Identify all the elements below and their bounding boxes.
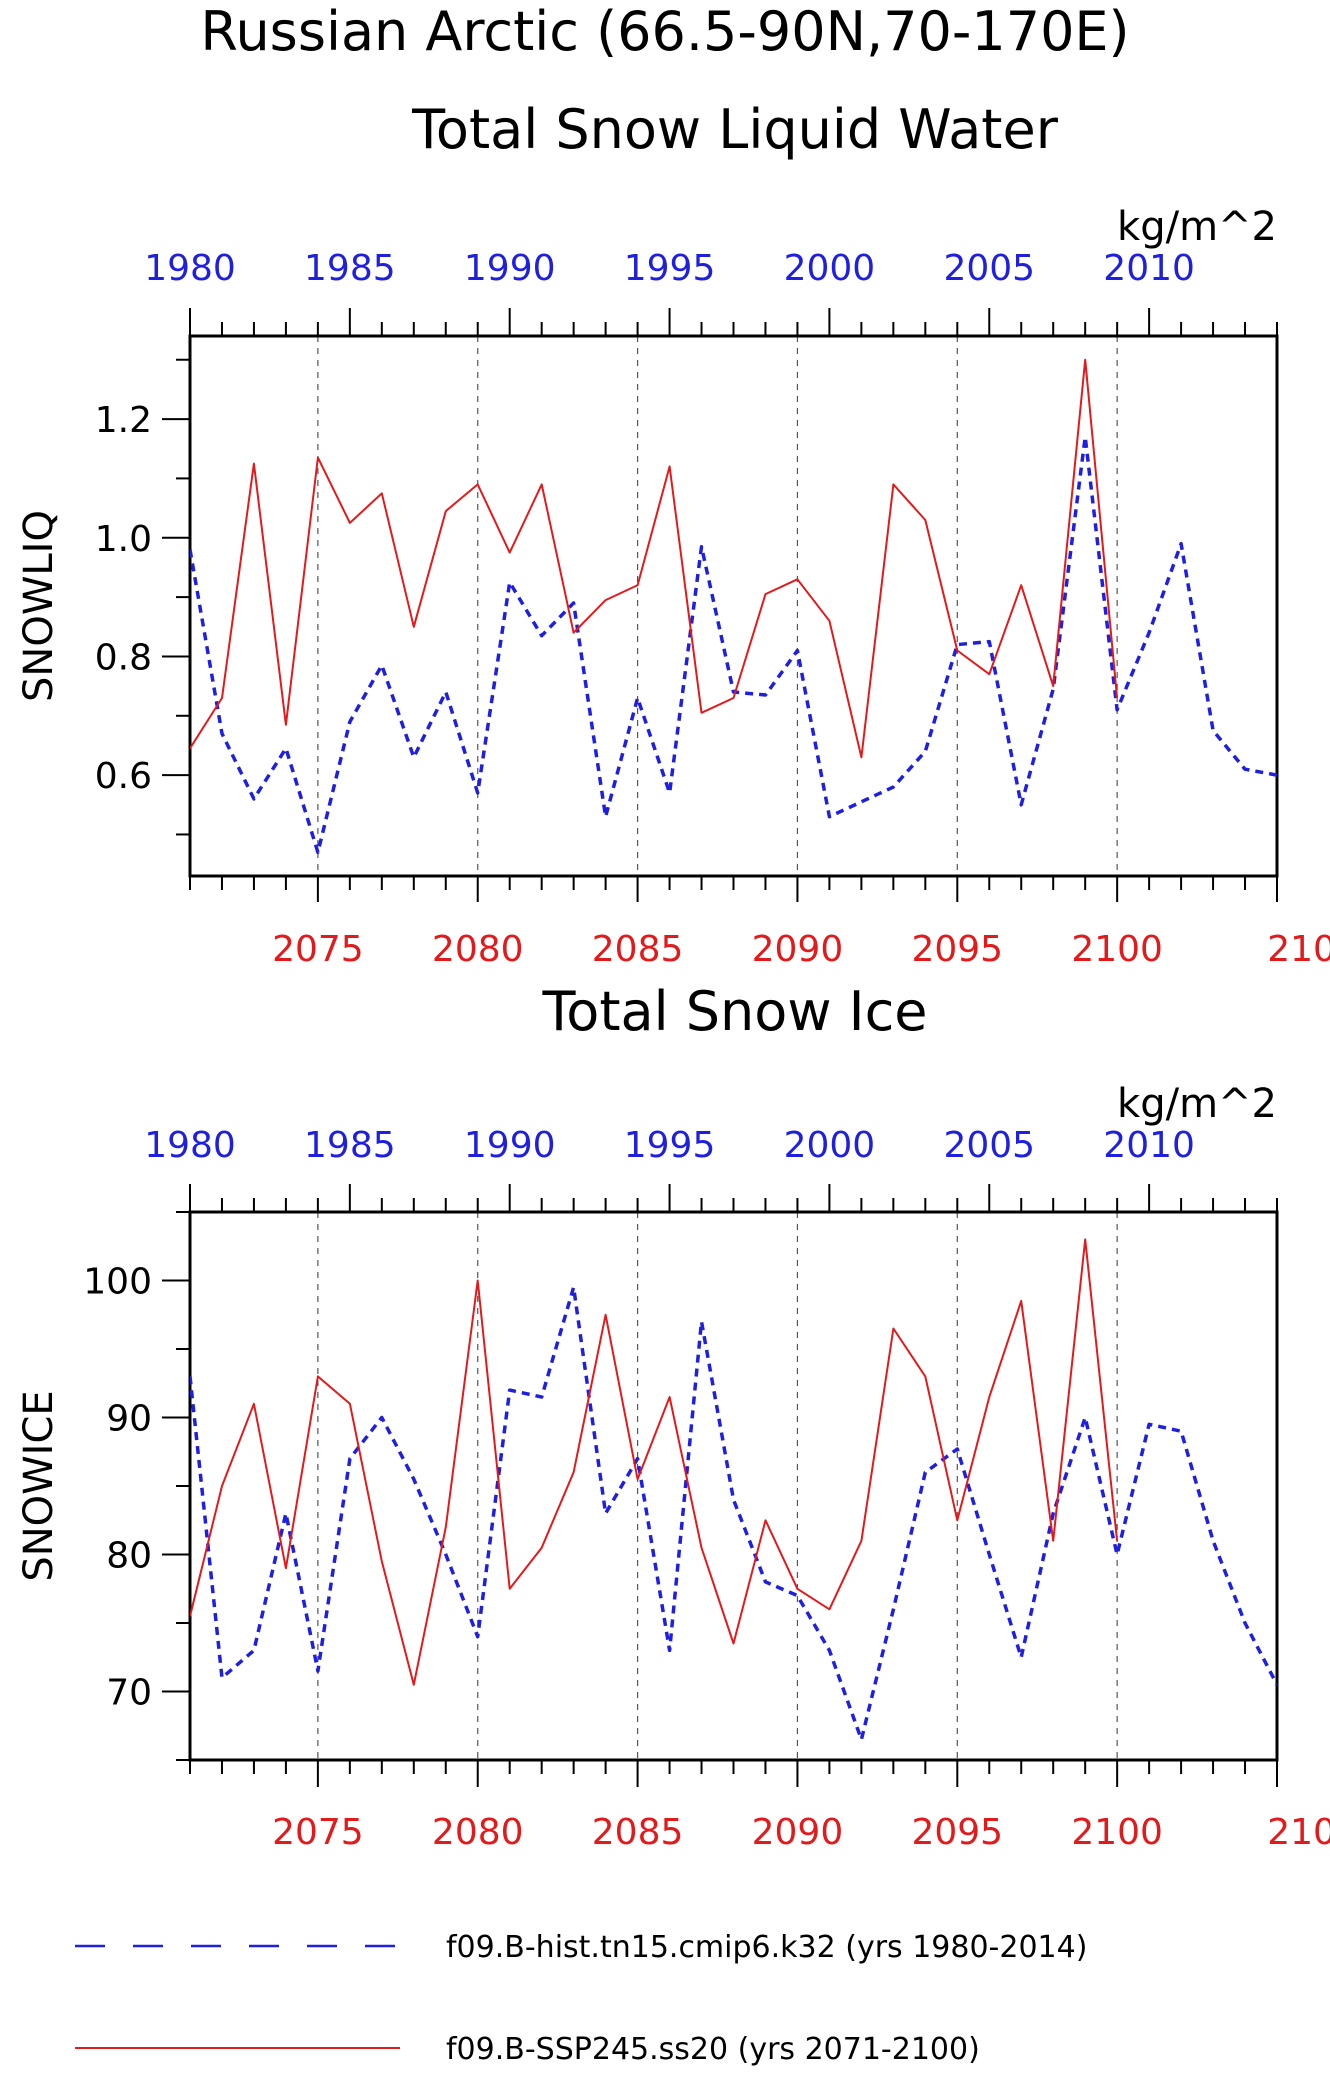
bottom-tick-label: 2080 xyxy=(432,929,524,970)
panel-title: Total Snow Liquid Water xyxy=(411,98,1059,161)
y-tick-label: 70 xyxy=(106,1673,152,1714)
top-tick-label: 1995 xyxy=(624,1125,716,1166)
bottom-tick-label: 2075 xyxy=(272,929,364,970)
plot-frame xyxy=(188,1210,1279,1762)
y-tick-label: 1.0 xyxy=(95,519,152,560)
top-tick-label: 2010 xyxy=(1103,248,1195,289)
y-axis-label: SNOWICE xyxy=(16,1390,62,1581)
top-tick-label: 2005 xyxy=(943,1125,1035,1166)
top-tick-label: 2000 xyxy=(784,1125,876,1166)
legend: f09.B-hist.tn15.cmip6.k32 (yrs 1980-2014… xyxy=(75,1930,1087,2067)
top-tick-label: 2000 xyxy=(784,248,876,289)
y-axis-label: SNOWLIQ xyxy=(16,510,62,702)
panel-title: Total Snow Ice xyxy=(542,980,928,1043)
y-tick-label: 90 xyxy=(106,1399,152,1440)
legend-label-future: f09.B-SSP245.ss20 (yrs 2071-2100) xyxy=(446,2032,980,2067)
y-tick-label: 100 xyxy=(83,1262,152,1303)
bottom-tick-label: 2105 xyxy=(1267,929,1330,970)
series-historical-line xyxy=(190,1285,1277,1742)
bottom-tick-label: 2090 xyxy=(752,1812,844,1853)
series-future-line xyxy=(190,358,1119,759)
top-tick-label: 1990 xyxy=(464,1125,556,1166)
top-tick-label: 1985 xyxy=(304,248,396,289)
y-tick-label: 1.2 xyxy=(95,400,152,441)
bottom-tick-label: 2085 xyxy=(592,1812,684,1853)
bottom-tick-label: 2095 xyxy=(911,1812,1003,1853)
bottom-tick-label: 2105 xyxy=(1267,1812,1330,1853)
snowliq-panel: Total Snow Liquid Water kg/m^2 SNOWLIQ 1980… xyxy=(16,98,1330,970)
y-tick-label: 0.8 xyxy=(95,637,152,678)
top-tick-label: 1990 xyxy=(464,248,556,289)
top-tick-label: 1980 xyxy=(144,1125,236,1166)
series-historical-line xyxy=(190,435,1277,855)
snowice-panel: Total Snow Ice kg/m^2 SNOWICE 1980 1985 1990 1… xyxy=(16,980,1330,1853)
top-tick-label: 1985 xyxy=(304,1125,396,1166)
top-tick-label: 2010 xyxy=(1103,1125,1195,1166)
bottom-tick-label: 2085 xyxy=(592,929,684,970)
bottom-tick-label: 2075 xyxy=(272,1812,364,1853)
bottom-tick-label: 2100 xyxy=(1071,929,1163,970)
y-tick-label: 80 xyxy=(106,1536,152,1577)
legend-label-historical: f09.B-hist.tn15.cmip6.k32 (yrs 1980-2014… xyxy=(446,1930,1087,1965)
bottom-tick-label: 2080 xyxy=(432,1812,524,1853)
bottom-tick-label: 2090 xyxy=(752,929,844,970)
top-tick-label: 1980 xyxy=(144,248,236,289)
plot-frame xyxy=(188,334,1279,878)
y-tick-label: 0.6 xyxy=(95,756,152,797)
bottom-tick-label: 2095 xyxy=(911,929,1003,970)
units-label: kg/m^2 xyxy=(1117,1081,1277,1127)
series-future-line xyxy=(190,1238,1119,1686)
units-label: kg/m^2 xyxy=(1117,204,1277,250)
top-tick-label: 1995 xyxy=(624,248,716,289)
top-tick-label: 2005 xyxy=(943,248,1035,289)
figure-title: Russian Arctic (66.5-90N,70-170E) xyxy=(200,0,1129,63)
bottom-tick-label: 2100 xyxy=(1071,1812,1163,1853)
